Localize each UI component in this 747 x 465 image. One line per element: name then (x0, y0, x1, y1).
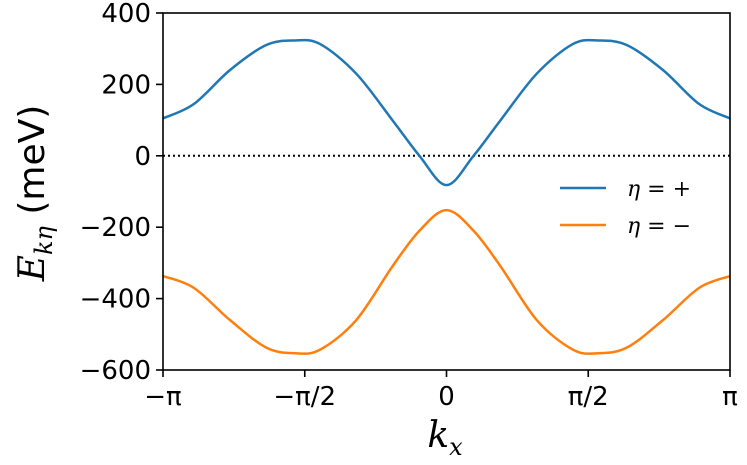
x-tick-label: π (722, 382, 738, 412)
series-line-eta-minus (162, 208, 731, 355)
y-tick-label: 200 (101, 70, 151, 100)
x-tick-label: −π (144, 382, 181, 412)
legend-label-eta-plus: η = + (627, 177, 691, 202)
y-tick-label: −600 (80, 356, 151, 386)
y-tick-label: −400 (80, 285, 151, 315)
y-axis-label: Ekη (meV) (12, 105, 58, 283)
x-tick-label: π/2 (568, 382, 609, 412)
x-tick-label: −π/2 (273, 382, 336, 412)
x-tick-label: 0 (438, 382, 455, 412)
y-tick-label: −200 (80, 213, 151, 243)
y-axis-ticks: 400 200 0 −200 −400 −600 (80, 0, 163, 386)
x-axis-label: kx (427, 415, 463, 461)
y-tick-label: 400 (101, 0, 151, 29)
legend: η = + η = − (560, 177, 691, 239)
series-line-eta-plus (162, 38, 731, 187)
y-tick-label: 0 (134, 142, 151, 172)
x-axis-ticks: −π −π/2 0 π/2 π (144, 370, 738, 412)
legend-label-eta-minus: η = − (627, 214, 691, 239)
